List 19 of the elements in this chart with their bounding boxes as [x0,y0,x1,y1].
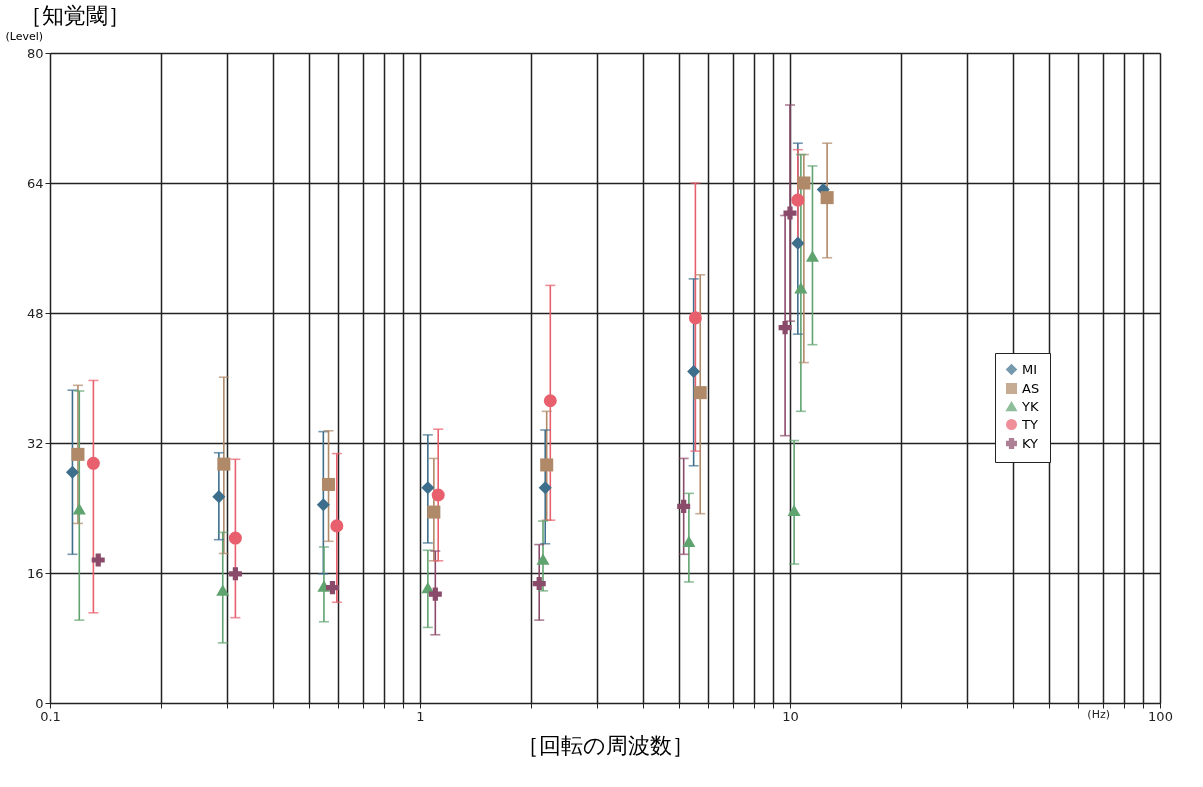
legend-label: MI [1022,361,1038,377]
y-tick-label: 64 [26,175,44,191]
x-tick-label: 1 [416,708,425,724]
y-axis-title: (Level) [5,29,44,43]
x-tick-label: 10 [782,708,799,724]
y-tick-label: 80 [26,45,44,61]
x-axis-title: ［回転の周波数］ [517,732,694,758]
y-tick-label: 32 [26,435,44,451]
y-tick-label: 0 [35,695,44,711]
legend-label: AS [1022,380,1040,396]
chart-title: ［知覚閾］ [20,3,130,28]
legend-label: TY [1021,416,1038,432]
y-tick-label: 16 [26,565,44,581]
y-tick-label: 48 [26,305,44,321]
x-tick-label: 0.1 [40,708,61,724]
text: (Hz) [1087,708,1110,721]
legend-label: YK [1021,398,1039,414]
legend-label: KY [1022,435,1039,451]
x-tick-label: 100 [1148,708,1173,724]
